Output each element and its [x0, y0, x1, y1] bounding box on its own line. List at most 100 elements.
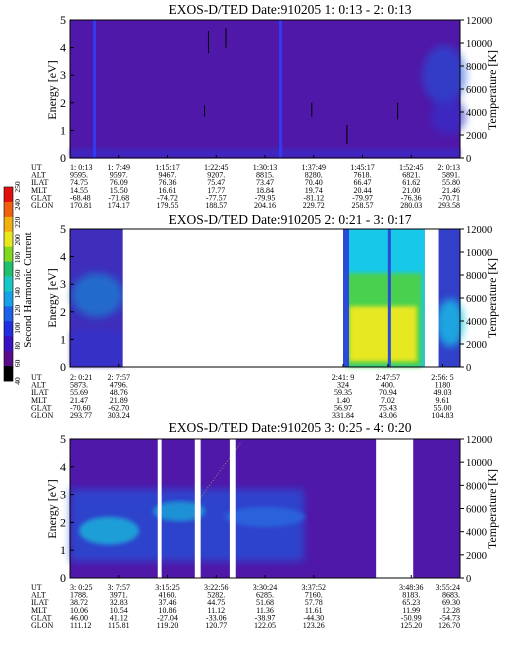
table-row-label: UT — [31, 583, 42, 592]
table-cell: 1:30:13 — [253, 163, 277, 172]
table-cell: 11.12 — [207, 606, 225, 615]
table-cell: 32.83 — [110, 598, 128, 607]
panel-3-axes: 0 1 2 3 4 5 0 2000 4000 6000 8000 10000 12000 — [60, 432, 492, 585]
table-cell: 14.55 — [70, 186, 88, 195]
table-cell: 75.47 — [207, 178, 225, 187]
table-cell: 44.75 — [207, 598, 225, 607]
y2-tick-label: 4000 — [466, 528, 487, 539]
colorbar-segment — [4, 231, 13, 248]
table-cell: 10.54 — [110, 606, 128, 615]
table-cell: -70.71 — [439, 193, 460, 202]
table-cell: 8683. — [442, 591, 460, 600]
table-cell: 21.89 — [110, 396, 128, 405]
colorbar-tick-label: 220 — [13, 216, 22, 228]
table-cell: 1:15:17 — [155, 163, 179, 172]
colorbar-label: Second Harmonic Current — [22, 232, 34, 347]
plot-background — [70, 20, 460, 158]
table-cell: 3:55:24 — [436, 583, 460, 592]
panel-2-title: EXOS-D/TED Date:910205 2: 0:21 - 3: 0:17 — [169, 212, 412, 227]
colorbar-tick-label: 40 — [13, 377, 22, 385]
table-row-label: MLT — [31, 186, 47, 195]
table-cell: 303.24 — [108, 411, 130, 420]
y2-tick-label: 4000 — [466, 108, 487, 119]
table-cell: -33.06 — [206, 613, 227, 622]
panel-3-title: EXOS-D/TED Date:910205 3: 0:25 - 4: 0:20 — [169, 420, 412, 435]
table-cell: 126.70 — [438, 621, 460, 630]
table-cell: 7618. — [354, 171, 372, 180]
table-cell: 400. — [381, 381, 395, 390]
y-tick-label: 4 — [60, 250, 66, 264]
table-cell: 15.50 — [110, 186, 128, 195]
table-row-label: ILAT — [31, 388, 48, 397]
table-row-label: GLAT — [31, 403, 52, 412]
table-cell: 37.46 — [159, 598, 177, 607]
table-cell: 41.12 — [110, 613, 128, 622]
panel-1: EXOS-D/TED Date:910205 1: 0:13 - 2: 0:13… — [31, 2, 499, 210]
y2-tick-label: 4000 — [466, 317, 487, 328]
panel-1-y2-axis-label: Temperature [K] — [485, 50, 499, 130]
table-cell: 19.74 — [305, 186, 323, 195]
y-tick-label: 2 — [60, 96, 66, 110]
table-cell: 6285. — [256, 591, 274, 600]
cyan-blob — [153, 501, 206, 522]
y-tick-label: 3 — [60, 488, 66, 502]
data-gap — [157, 438, 162, 579]
colorbar-tick-label: 80 — [13, 342, 22, 350]
y-tick-label: 4 — [60, 460, 66, 474]
blue-blob — [225, 506, 305, 527]
table-cell: 3:30:24 — [253, 583, 277, 592]
y2-tick-label: 10000 — [466, 458, 492, 469]
colorbar: 40 60 80 100 120 140 160 180 200 220 240 250 — [3, 181, 22, 385]
panel-3-plot-area — [70, 438, 460, 579]
table-row-label: UT — [31, 163, 42, 172]
y2-tick-label: 8000 — [466, 481, 487, 492]
table-cell: 10.86 — [159, 606, 177, 615]
table-cell: -68.48 — [70, 193, 91, 202]
table-cell: -74.72 — [157, 193, 178, 202]
colorbar-tick-label: 120 — [13, 305, 22, 317]
table-row-label: GLON — [31, 411, 53, 420]
table-cell: -79.95 — [255, 193, 276, 202]
table-row-label: ILAT — [31, 598, 48, 607]
y2-tick-label: 2000 — [466, 551, 487, 562]
table-cell: -38.97 — [255, 613, 276, 622]
y2-tick-label: 2000 — [466, 131, 487, 142]
y2-tick-label: 10000 — [466, 39, 492, 50]
table-cell: 9207. — [207, 171, 225, 180]
table-cell: 119.20 — [157, 621, 179, 630]
table-cell: 115.81 — [108, 621, 130, 630]
y-tick-label: 5 — [60, 222, 66, 236]
table-cell: 55.80 — [442, 178, 460, 187]
y2-tick-label: 6000 — [466, 505, 487, 516]
y2-tick-label: 6000 — [466, 294, 487, 305]
data-gap — [229, 438, 236, 579]
y-tick-label: 1 — [60, 543, 66, 557]
table-row-label: ILAT — [31, 178, 48, 187]
table-cell: 120.77 — [205, 621, 227, 630]
table-cell: 9.61 — [435, 396, 449, 405]
colorbar-segment — [4, 216, 13, 233]
colorbar-segment — [4, 276, 13, 292]
y-tick-label: 2 — [60, 515, 66, 529]
table-cell: 229.72 — [303, 201, 325, 210]
table-cell: 174.17 — [108, 201, 130, 210]
table-cell: 48.76 — [110, 388, 128, 397]
data-gap — [122, 228, 344, 368]
colorbar-segment — [4, 366, 13, 382]
table-cell: 8815. — [256, 171, 274, 180]
table-cell: 1180 — [435, 381, 451, 390]
panel-1-axes: 0 1 2 3 4 5 0 2000 4000 6000 8000 10000 12000 — [60, 13, 492, 165]
table-cell: -27.04 — [157, 613, 178, 622]
colorbar-segment — [4, 336, 13, 352]
y-tick-label: 5 — [60, 13, 66, 27]
y-tick-label: 0 — [60, 360, 66, 374]
table-cell: 188.57 — [205, 201, 227, 210]
colorbar-segment — [4, 246, 13, 263]
table-cell: 18.84 — [256, 186, 274, 195]
low-energy-band — [70, 148, 460, 158]
table-cell: -70.60 — [70, 403, 91, 412]
table-cell: 293.77 — [70, 411, 92, 420]
colorbar-segment — [4, 291, 13, 307]
